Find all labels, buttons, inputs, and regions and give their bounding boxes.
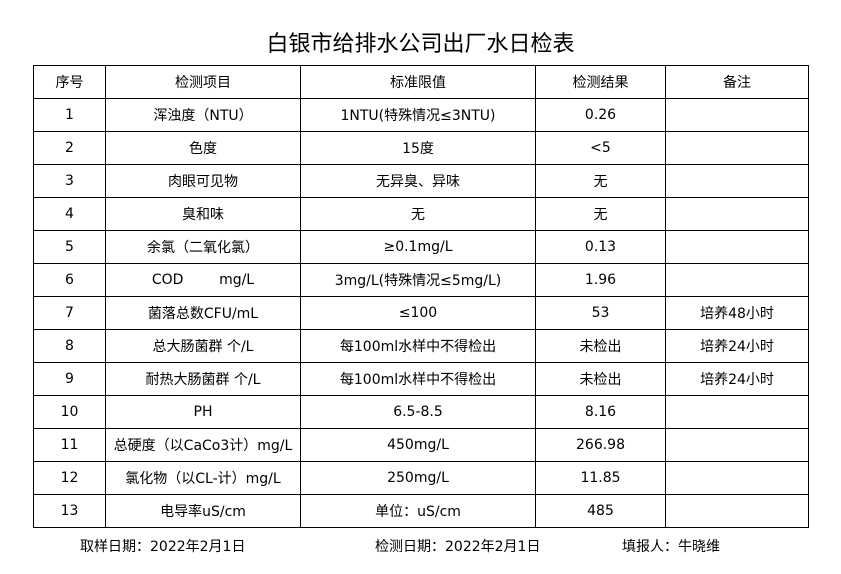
inspection-table: 序号 检测项目 标准限值 检测结果 备注 1 浑浊度（NTU） 1NTU(特殊情况≤3NTU)… (33, 65, 809, 528)
cell-no: 2 (33, 131, 106, 165)
header-cell: 检测项目 (105, 65, 301, 99)
cell-result: 无 (535, 164, 666, 198)
sampling-date: 取样日期：2022年2月1日 (80, 539, 246, 555)
cell-item: PH (105, 395, 301, 429)
header-cell: 标准限值 (300, 65, 536, 99)
cell-standard: 1NTU(特殊情况≤3NTU) (300, 98, 536, 132)
cell-remark (665, 98, 809, 132)
cell-standard: 250mg/L (300, 461, 536, 495)
cell-item: 菌落总数CFU/mL (105, 296, 301, 330)
cell-remark (665, 494, 809, 528)
cell-result: 0.26 (535, 98, 666, 132)
cell-standard: 单位：uS/cm (300, 494, 536, 528)
cell-item: 余氯（二氧化氯） (105, 230, 301, 264)
cell-item: 色度 (105, 131, 301, 165)
cell-item: 肉眼可见物 (105, 164, 301, 198)
header-row: 序号 检测项目 标准限值 检测结果 备注 (33, 65, 809, 99)
cell-no: 4 (33, 197, 106, 231)
data-row: 3 肉眼可见物 无异臭、异味无 (33, 164, 809, 198)
cell-no: 8 (33, 329, 106, 363)
cell-remark: 培养48小时 (665, 296, 809, 330)
cell-result: 485 (535, 494, 666, 528)
cell-no: 3 (33, 164, 106, 198)
cell-result: 53 (535, 296, 666, 330)
data-row: 2 色度 15度 <5 (33, 131, 809, 165)
cell-no: 1 (33, 98, 106, 132)
header-cell: 备注 (665, 65, 809, 99)
cell-result: <5 (535, 131, 666, 165)
cell-result: 266.98 (535, 428, 666, 462)
cell-result: 未检出 (535, 329, 666, 363)
cell-remark (665, 428, 809, 462)
cell-item: 氯化物（以CL-计）mg/L (105, 461, 301, 495)
cell-item: 浑浊度（NTU） (105, 98, 301, 132)
cell-standard: 每100ml水样中不得检出 (300, 362, 536, 396)
data-row: 4 臭和味无无 (33, 197, 809, 231)
cell-no: 9 (33, 362, 106, 396)
data-row: 13 电导率uS/cm 单位：uS/cm 485 (33, 494, 809, 528)
cell-remark (665, 263, 809, 297)
cell-standard: ≤100 (300, 296, 536, 330)
cell-item: COD mg/L (105, 263, 301, 297)
cell-result: 0.13 (535, 230, 666, 264)
cell-result: 11.85 (535, 461, 666, 495)
cell-item: 耐热大肠菌群 个/L (105, 362, 301, 396)
cell-standard: 无 (300, 197, 536, 231)
cell-remark (665, 164, 809, 198)
data-row: 9 耐热大肠菌群 个/L 每100ml水样中不得检出 未检出 培养24小时 (33, 362, 809, 396)
cell-standard: 6.5-8.5 (300, 395, 536, 429)
cell-standard: 每100ml水样中不得检出 (300, 329, 536, 363)
header-cell: 检测结果 (535, 65, 666, 99)
data-row: 6 COD mg/L 3mg/L(特殊情况≤5mg/L) 1.96 (33, 263, 809, 297)
cell-no: 5 (33, 230, 106, 264)
header-cell: 序号 (33, 65, 106, 99)
cell-remark (665, 395, 809, 429)
cell-item: 总大肠菌群 个/L (105, 329, 301, 363)
cell-remark: 培养24小时 (665, 362, 809, 396)
cell-item: 臭和味 (105, 197, 301, 231)
cell-standard: 无异臭、异味 (300, 164, 536, 198)
cell-remark (665, 461, 809, 495)
data-row: 7 菌落总数CFU/mL ≤100 53 培养48小时 (33, 296, 809, 330)
cell-result: 1.96 (535, 263, 666, 297)
reporter: 填报人：牛晓维 (622, 539, 720, 555)
data-row: 11 总硬度（以CaCo3计）mg/L 450mg/L 266.98 (33, 428, 809, 462)
data-row: 5 余氯（二氧化氯） ≥0.1mg/L 0.13 (33, 230, 809, 264)
cell-item: 总硬度（以CaCo3计）mg/L (105, 428, 301, 462)
cell-no: 12 (33, 461, 106, 495)
testing-date: 检测日期：2022年2月1日 (375, 539, 541, 555)
data-row: 12 氯化物（以CL-计）mg/L 250mg/L 11.85 (33, 461, 809, 495)
cell-no: 6 (33, 263, 106, 297)
cell-standard: 450mg/L (300, 428, 536, 462)
cell-remark (665, 197, 809, 231)
data-row: 1 浑浊度（NTU） 1NTU(特殊情况≤3NTU) 0.26 (33, 98, 809, 132)
cell-no: 10 (33, 395, 106, 429)
cell-standard: 3mg/L(特殊情况≤5mg/L) (300, 263, 536, 297)
cell-remark: 培养24小时 (665, 329, 809, 363)
cell-standard: ≥0.1mg/L (300, 230, 536, 264)
cell-standard: 15度 (300, 131, 536, 165)
cell-remark (665, 131, 809, 165)
cell-item: 电导率uS/cm (105, 494, 301, 528)
cell-result: 8.16 (535, 395, 666, 429)
title: 白银市给排水公司出厂水日检表 (266, 32, 575, 57)
cell-no: 11 (33, 428, 106, 462)
cell-result: 未检出 (535, 362, 666, 396)
cell-no: 7 (33, 296, 106, 330)
cell-no: 13 (33, 494, 106, 528)
cell-result: 无 (535, 197, 666, 231)
data-row: 10 PH 6.5-8.5 8.16 (33, 395, 809, 429)
cell-remark (665, 230, 809, 264)
data-row: 8 总大肠菌群 个/L 每100ml水样中不得检出 未检出 培养24小时 (33, 329, 809, 363)
